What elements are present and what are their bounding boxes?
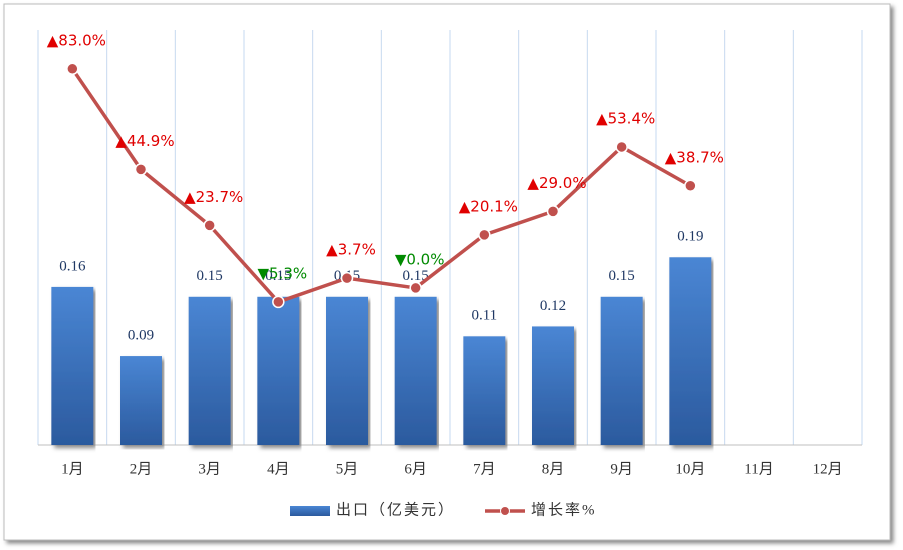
legend-label: 出口（亿美元） bbox=[336, 501, 455, 518]
growth-point bbox=[66, 62, 79, 76]
x-tick-label: 2月 bbox=[130, 461, 153, 477]
bar-value-label: 0.15 bbox=[197, 268, 223, 284]
bar bbox=[463, 336, 506, 445]
x-tick-label: 4月 bbox=[267, 461, 290, 477]
legend-swatch bbox=[290, 506, 330, 516]
bar bbox=[51, 286, 94, 445]
bar-value-label: 0.16 bbox=[59, 258, 86, 274]
legend-marker bbox=[500, 506, 510, 516]
growth-label: ▲29.0% bbox=[527, 174, 586, 192]
growth-label: ▲3.7% bbox=[326, 241, 376, 259]
bar bbox=[326, 296, 368, 445]
growth-line bbox=[70, 67, 692, 304]
bar-value-label: 0.09 bbox=[128, 328, 154, 344]
bar-value-label: 0.15 bbox=[609, 268, 635, 284]
growth-label: ▲44.9% bbox=[115, 132, 174, 150]
bar-value-label: 0.19 bbox=[677, 229, 703, 245]
growth-point bbox=[272, 295, 285, 309]
growth-label: ▲83.0% bbox=[47, 31, 106, 49]
growth-label: ▲23.7% bbox=[184, 188, 243, 206]
growth-point bbox=[134, 163, 148, 176]
growth-point bbox=[684, 179, 697, 193]
frame bbox=[3, 3, 891, 541]
bar-value-label: 0.15 bbox=[403, 268, 429, 284]
growth-point bbox=[546, 205, 560, 218]
growth-label: ▲53.4% bbox=[596, 109, 655, 127]
x-tick-label: 7月 bbox=[473, 461, 496, 477]
growth-label: ▲20.1% bbox=[459, 197, 518, 215]
growth-point bbox=[340, 271, 354, 285]
x-tick-label: 1月 bbox=[61, 461, 84, 477]
x-tick-label: 3月 bbox=[198, 461, 221, 477]
x-tick-label: 6月 bbox=[404, 461, 427, 477]
x-tick-label: 11月 bbox=[744, 461, 773, 477]
bar bbox=[600, 296, 643, 445]
x-tick-label: 12月 bbox=[813, 461, 843, 477]
bar bbox=[188, 296, 231, 445]
growth-point bbox=[615, 140, 628, 154]
bar-value-label: 0.15 bbox=[265, 268, 291, 284]
x-tick-label: 5月 bbox=[336, 461, 359, 477]
x-tick-label: 8月 bbox=[542, 461, 565, 477]
bar bbox=[120, 356, 162, 445]
legend-label: 增长率% bbox=[531, 501, 597, 518]
bar bbox=[394, 296, 437, 445]
growth-point bbox=[478, 228, 491, 242]
bar-value-label: 0.12 bbox=[540, 298, 566, 314]
growth-point bbox=[409, 281, 422, 295]
x-tick-label: 10月 bbox=[675, 461, 705, 477]
growth-label: ▼5.3% bbox=[258, 264, 308, 282]
growth-label: ▲38.7% bbox=[665, 148, 724, 166]
bar bbox=[257, 296, 300, 445]
growth-label: ▼0.0% bbox=[395, 250, 445, 268]
bar-value-label: 0.11 bbox=[471, 308, 497, 324]
growth-point bbox=[203, 219, 216, 232]
bar bbox=[669, 257, 712, 445]
x-tick-label: 9月 bbox=[610, 461, 633, 477]
bar bbox=[532, 326, 574, 445]
